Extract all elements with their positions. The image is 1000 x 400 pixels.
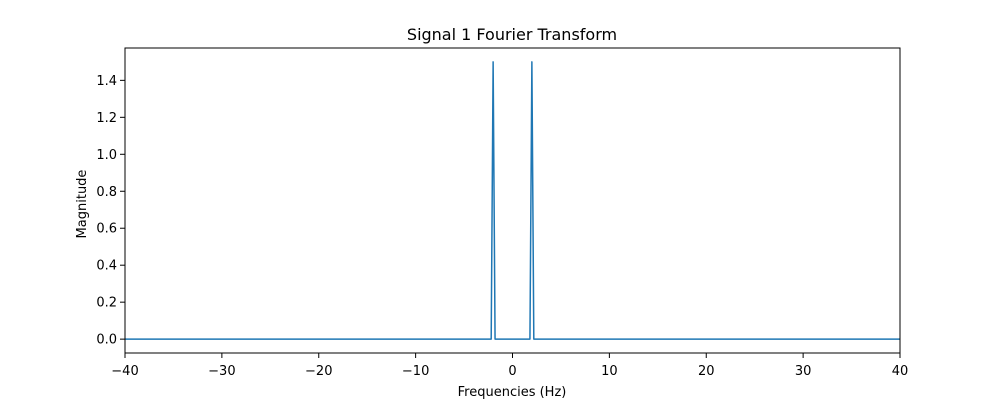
x-tick-label-7: 20 xyxy=(698,364,715,379)
y-tick-label-5: 0.8 xyxy=(96,185,117,200)
y-tick-label-7: 1.2 xyxy=(96,111,117,126)
x-axis-label: Frequencies (Hz) xyxy=(458,385,567,400)
plot-frame xyxy=(124,47,901,354)
y-axis-label: Magnitude xyxy=(75,170,90,239)
x-tick-label-9: 40 xyxy=(892,364,909,379)
x-tick-label-8: 30 xyxy=(795,364,812,379)
y-axis-ticks: 0.0 0.2 0.4 0.6 0.8 1.0 1.2 1.4 xyxy=(96,74,125,348)
plot-layer xyxy=(125,61,900,340)
x-tick-label-5: 0 xyxy=(508,364,516,379)
x-tick-label-4: −10 xyxy=(402,364,429,379)
y-tick-label-2: 0.2 xyxy=(96,296,117,311)
x-tick-label-2: −30 xyxy=(208,364,235,379)
x-axis-ticks: −40 −30 −20 −10 0 10 20 30 40 xyxy=(111,353,908,379)
series-line-1 xyxy=(125,61,900,340)
x-tick-label-1: −40 xyxy=(111,364,138,379)
x-tick-label-3: −20 xyxy=(305,364,332,379)
y-tick-label-4: 0.6 xyxy=(96,222,117,237)
y-tick-label-6: 1.0 xyxy=(96,148,117,163)
y-tick-label-1: 0.0 xyxy=(96,333,117,348)
x-tick-label-6: 10 xyxy=(601,364,618,379)
chart-title: Signal 1 Fourier Transform xyxy=(407,25,617,44)
y-tick-label-8: 1.4 xyxy=(96,74,117,89)
y-tick-label-3: 0.4 xyxy=(96,259,117,274)
